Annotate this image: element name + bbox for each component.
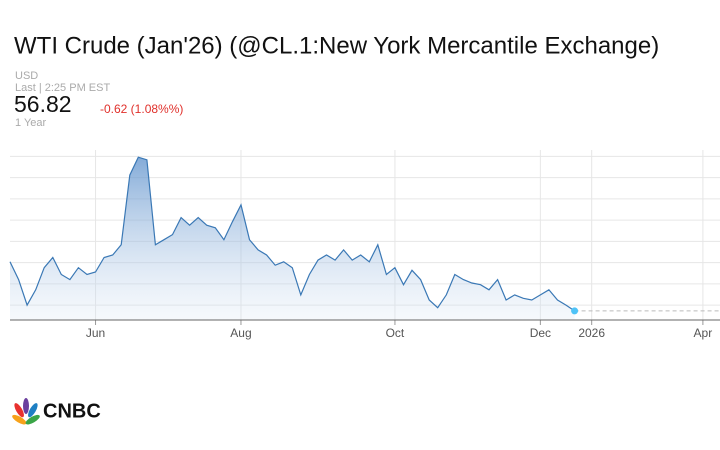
x-tick-label: Jun [86, 326, 105, 340]
brand-name: CNBC [43, 400, 101, 422]
range: 1 Year [15, 117, 47, 129]
x-tick-label: Aug [230, 326, 251, 340]
x-tick-label: Dec [530, 326, 551, 340]
last-point [571, 307, 579, 315]
area [10, 157, 575, 320]
x-tick-label: Apr [694, 326, 713, 340]
x-tick-label: 2026 [578, 326, 605, 340]
last-label: Last | 2:25 PM EST [15, 82, 110, 94]
line [9, 156, 575, 312]
chart-title: WTI Crude (Jan'26) (@CL.1:New York Merca… [14, 32, 659, 59]
x-tick-label: Oct [386, 326, 405, 340]
brand-logo: CNBC [12, 398, 101, 425]
change: -0.62 (1.08%%) [100, 102, 183, 116]
price: 56.82 [14, 91, 72, 117]
currency: USD [15, 70, 38, 82]
